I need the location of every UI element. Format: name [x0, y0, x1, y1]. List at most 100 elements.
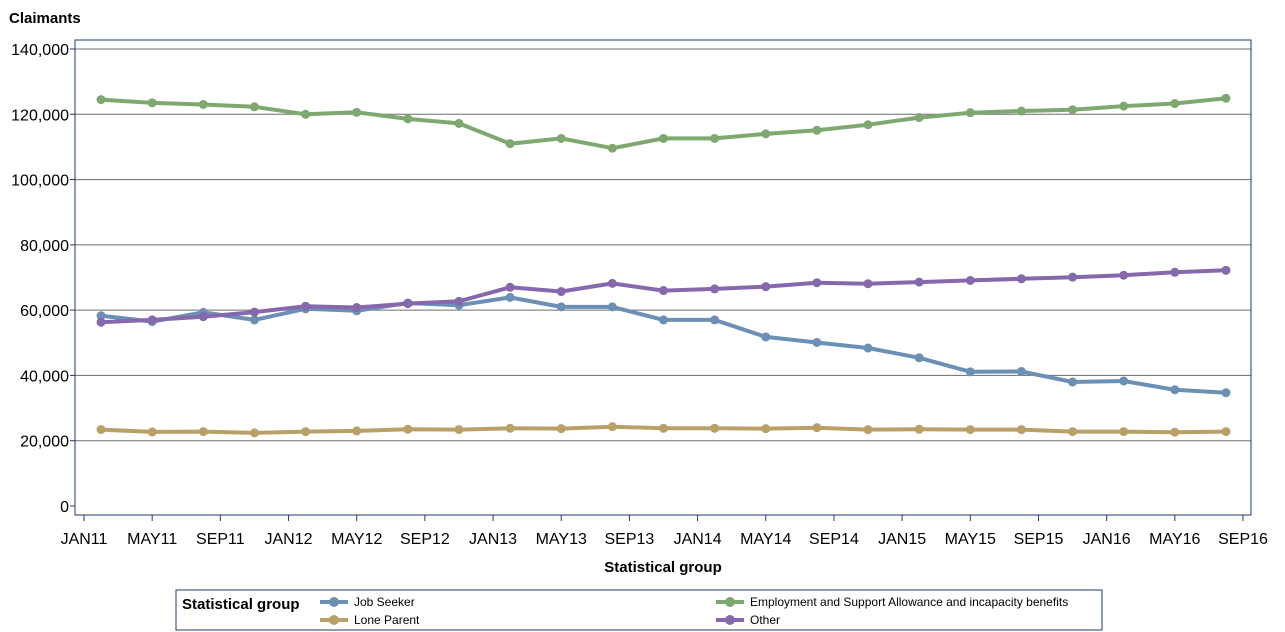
data-point [659, 423, 668, 433]
data-point [96, 311, 106, 321]
data-point [403, 114, 413, 124]
x-tick-label: MAY12 [331, 531, 382, 548]
legend-label: Lone Parent [354, 613, 420, 627]
data-point [249, 315, 259, 325]
legend-entry: Job Seeker [320, 595, 415, 609]
data-point [556, 133, 566, 143]
data-point [965, 275, 975, 285]
data-point [863, 120, 873, 130]
data-point [1221, 388, 1231, 398]
data-point [301, 109, 311, 119]
y-tick-label: 60,000 [20, 303, 69, 320]
data-point [1221, 93, 1231, 103]
y-tick-label: 100,000 [11, 173, 69, 190]
series-line [100, 268, 1227, 325]
data-point [352, 303, 362, 313]
data-point [965, 367, 975, 377]
y-tick-label: 140,000 [11, 42, 69, 59]
y-axis: 0 20,000 40,000 60,000 80,000 100,000 120,000 1… [11, 42, 75, 516]
x-tick-label: MAY14 [740, 531, 791, 548]
data-point [812, 337, 822, 347]
data-point [914, 277, 924, 287]
series-group [96, 93, 1231, 438]
data-point [147, 315, 157, 325]
data-point [812, 278, 822, 288]
data-point [607, 422, 617, 432]
data-point [761, 282, 771, 292]
data-point [249, 102, 259, 112]
x-tick-label: JAN11 [61, 531, 108, 548]
data-point [710, 423, 720, 433]
x-tick-label: JAN13 [469, 531, 517, 548]
y-tick-label: 20,000 [20, 434, 69, 451]
data-point [505, 139, 515, 149]
data-point [198, 427, 208, 437]
data-point [147, 98, 157, 108]
data-point [761, 129, 771, 139]
data-point [505, 292, 515, 302]
legend: Statistical group Job Seeker Lone Parent E… [175, 589, 1103, 631]
data-point [505, 423, 515, 433]
data-point [1170, 385, 1180, 395]
data-point [198, 99, 208, 109]
data-point [607, 143, 617, 153]
data-point [1016, 106, 1026, 116]
x-tick-label: MAY15 [945, 531, 996, 548]
data-point [1170, 427, 1180, 437]
x-tick-label: JAN16 [1083, 531, 1131, 548]
data-point [454, 296, 464, 306]
series-1 [96, 93, 1231, 153]
legend-label: Other [750, 613, 780, 627]
data-point [607, 278, 617, 288]
data-point [301, 301, 311, 311]
data-point [1119, 376, 1129, 386]
legend-label: Employment and Support Allowance and inc… [750, 595, 1068, 609]
x-tick-label: JAN12 [265, 531, 313, 548]
data-point [863, 343, 873, 353]
plot-frame [74, 39, 1252, 516]
x-tick-label: SEP13 [605, 531, 655, 548]
series-3 [96, 265, 1231, 327]
data-point [1068, 105, 1078, 115]
data-point [710, 284, 720, 294]
legend-entry: Other [716, 613, 780, 627]
x-tick-label: JAN15 [878, 531, 926, 548]
x-tick-label: SEP12 [400, 531, 450, 548]
data-point [1016, 274, 1026, 284]
legend-marker [725, 615, 735, 625]
legend-marker [329, 615, 339, 625]
x-tick-label: SEP11 [196, 531, 245, 548]
legend-marker [725, 597, 735, 607]
data-point [863, 425, 873, 435]
x-axis-title: Statistical group [604, 559, 722, 576]
data-point [96, 95, 106, 105]
x-tick-label: SEP15 [1014, 531, 1064, 548]
y-axis-title: Claimants [9, 10, 81, 27]
x-tick-label: MAY11 [127, 531, 177, 548]
data-point [96, 425, 106, 435]
x-tick-label: SEP16 [1218, 531, 1268, 548]
data-point [1119, 101, 1129, 111]
data-point [965, 108, 975, 118]
legend-entry: Employment and Support Allowance and inc… [716, 595, 1068, 609]
data-point [1068, 377, 1078, 387]
legend-entry: Lone Parent [320, 613, 420, 627]
legend-label: Job Seeker [354, 595, 415, 609]
data-point [1016, 425, 1026, 435]
data-point [1221, 265, 1231, 275]
data-point [863, 279, 873, 289]
data-point [403, 299, 413, 309]
data-point [659, 286, 668, 296]
data-point [249, 428, 259, 438]
y-tick-label: 0 [60, 499, 69, 516]
y-tick-label: 40,000 [20, 368, 69, 385]
data-point [914, 113, 924, 123]
data-point [556, 424, 566, 434]
data-point [198, 312, 208, 322]
data-point [812, 125, 822, 135]
data-point [1016, 367, 1026, 377]
data-point [505, 282, 515, 292]
data-point [96, 317, 106, 327]
data-point [1170, 99, 1180, 109]
data-point [710, 315, 720, 325]
